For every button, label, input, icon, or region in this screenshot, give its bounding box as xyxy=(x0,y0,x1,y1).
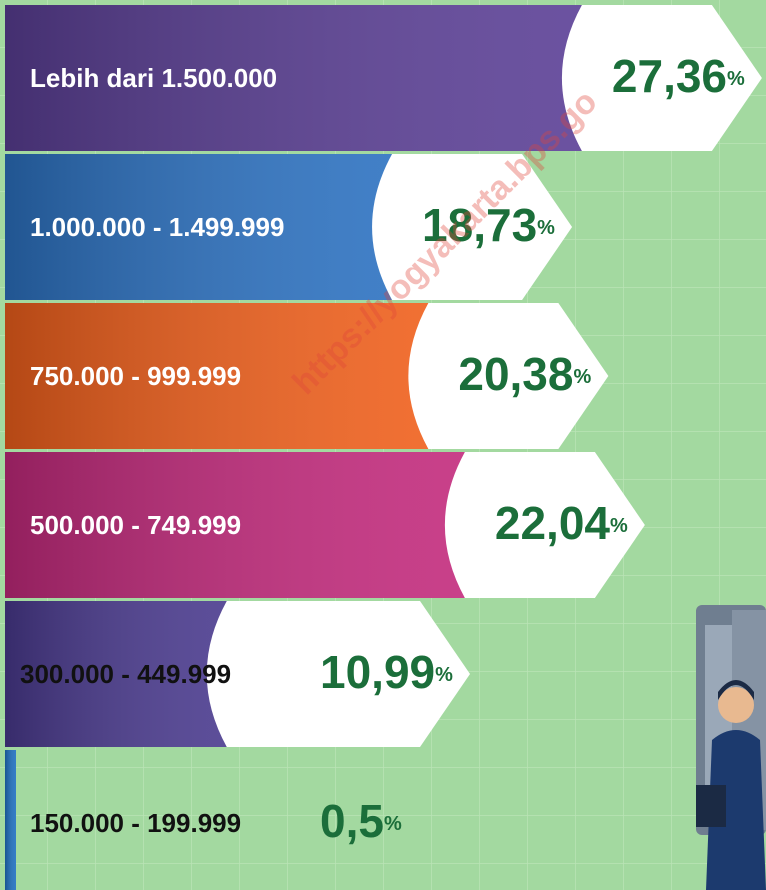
category-label: 500.000 - 749.999 xyxy=(30,510,241,540)
bar-shade xyxy=(5,750,16,890)
category-label: Lebih dari 1.500.000 xyxy=(30,63,277,93)
category-label: 750.000 - 999.999 xyxy=(30,361,241,391)
category-label: 1.000.000 - 1.499.999 xyxy=(30,212,284,242)
category-label: 300.000 - 449.999 xyxy=(20,659,231,689)
value-label: 27,36% xyxy=(612,50,745,102)
value-label: 10,99% xyxy=(320,646,453,698)
chart: Lebih dari 1.500.000 27,36% 1.000.000 - 1.… xyxy=(0,0,766,890)
value-label: 22,04% xyxy=(495,497,628,549)
category-label: 150.000 - 199.999 xyxy=(30,808,241,838)
page: {"chart_data": {"type": "bar", "orientat… xyxy=(0,0,766,890)
value-label: 20,38% xyxy=(458,348,591,400)
